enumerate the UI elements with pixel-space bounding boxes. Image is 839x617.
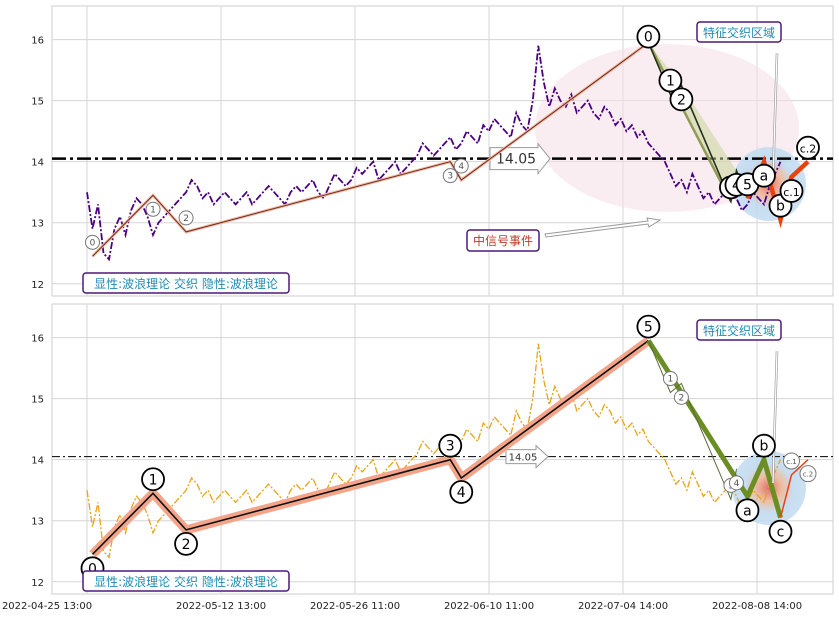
wave-label-large: 4	[457, 485, 466, 501]
wave-label-large-circle	[636, 314, 661, 339]
feature-zone-label-box	[696, 21, 782, 43]
wave-label-small: c.2	[803, 471, 814, 479]
wave-label-large-circle	[735, 498, 760, 523]
wave-label-large-circle	[438, 433, 463, 458]
reference-line-label: 14.05	[509, 453, 538, 464]
wave-label-large-circle	[669, 87, 694, 112]
reference-line-callout	[489, 142, 551, 176]
wave-label-large: 5	[743, 177, 752, 193]
wave-label-large: 5	[644, 320, 653, 336]
wave-label-large-circle	[796, 135, 820, 160]
wave-label-small-circle	[453, 158, 469, 174]
y-tick-label: 13	[31, 517, 44, 528]
signal-event-box	[466, 229, 540, 252]
y-tick-label: 16	[31, 36, 44, 47]
y-tick-label: 14	[31, 158, 44, 169]
wave-dominant-line	[91, 339, 649, 555]
wave-label-large: 2	[677, 92, 686, 108]
wave-label-small: 2	[183, 214, 189, 224]
x-tick-label: 2022-05-12 13:00	[176, 601, 266, 612]
wave-label-small: 0	[90, 238, 96, 248]
wave-label-large: c.1	[783, 186, 800, 199]
x-tick-label: 2022-05-26 11:00	[310, 601, 400, 612]
wave-label-small: 4	[734, 479, 740, 489]
wave-label-large: 1	[666, 74, 675, 90]
wave-label-large: 3	[446, 439, 455, 455]
wave-label-small: 1	[668, 375, 674, 385]
price-series-line	[86, 343, 782, 559]
wave-label-large-circle	[752, 163, 776, 188]
feature-zone-pointer-inner	[772, 52, 778, 180]
x-tick-label: 2022-06-10 11:00	[444, 601, 534, 612]
wave-label-large: a	[760, 169, 769, 185]
wave-label-large-circle	[752, 433, 776, 458]
feature-zone-pointer-inner	[772, 350, 778, 484]
wave-theory-legend-box	[82, 272, 290, 294]
wave-label-small-circle	[178, 210, 194, 226]
wave-label-large-circle	[141, 467, 165, 492]
reference-line-callout	[505, 444, 549, 469]
wave-label-large-circle	[636, 24, 661, 49]
wave-hidden-line	[92, 42, 649, 257]
wave-label-small: 1	[150, 205, 156, 215]
chart-panel-bottom: 121314151614.051234c.1c.2012345abc特征交织区域…	[2, 303, 834, 612]
price-series-line	[86, 45, 782, 262]
wave-label-small-circle	[662, 371, 678, 387]
y-tick-label: 14	[31, 456, 44, 467]
y-tick-label: 15	[31, 395, 44, 406]
feature-zone-label: 特征交织区域	[703, 25, 775, 40]
wave-label-small: 3	[447, 172, 453, 182]
wave-label-large: 2	[182, 537, 191, 553]
wave-label-large-circle	[449, 480, 474, 504]
wave-label-small-circle	[442, 168, 458, 184]
wave-correction-line	[646, 339, 783, 519]
wave-label-large: 0	[644, 30, 653, 46]
wave-label-small: c.1	[786, 458, 797, 466]
y-tick-label: 13	[31, 219, 44, 230]
wave-label-large: a	[743, 503, 752, 519]
wave-main-segment	[647, 42, 733, 202]
wave-label-small-circle	[728, 475, 744, 491]
wave-label-small-circle	[782, 452, 800, 470]
feature-zone-label-box	[696, 319, 782, 341]
wave-label-large: c.2	[800, 143, 817, 156]
wave-label-large: b	[776, 199, 785, 215]
wave-hidden-correction	[779, 459, 809, 518]
y-tick-label: 15	[31, 97, 44, 108]
wave-theory-legend-box	[82, 570, 290, 592]
wave-label-small-circle	[85, 234, 101, 250]
wave-label-small: 4	[458, 162, 464, 172]
y-tick-label: 16	[31, 334, 44, 345]
y-tick-label: 12	[31, 578, 44, 589]
wave-label-large-circle	[658, 68, 683, 93]
wave-label-large-circle	[174, 531, 198, 556]
wave-label-small-circle	[145, 201, 161, 217]
chart-panel-top: 121314151614.0501234012345abc.1c.2特征交织区域…	[31, 5, 834, 297]
wave-label-large: c	[777, 525, 785, 541]
signal-event-arrow	[544, 217, 662, 238]
wave-label-small: 2	[679, 393, 685, 403]
wave-label-small-circle	[799, 465, 817, 483]
y-tick-label: 12	[31, 280, 44, 291]
wave-label-large: b	[760, 439, 769, 455]
wave-theory-legend-text: 显性:波浪理论 交织 隐性:波浪理论	[94, 276, 278, 291]
wave-label-small-circle	[673, 389, 689, 405]
wave-label-large-circle	[779, 179, 804, 203]
wave-theory-legend-text: 显性:波浪理论 交织 隐性:波浪理论	[94, 574, 278, 589]
x-tick-label: 2022-07-04 14:00	[578, 601, 668, 612]
feature-zone-label: 特征交织区域	[703, 323, 775, 338]
wave-label-large: 1	[149, 472, 158, 488]
wave-label-large: 0	[88, 561, 97, 577]
x-tick-label: 2022-08-08 14:00	[712, 601, 802, 612]
wave-label-large-circle	[768, 519, 793, 544]
signal-event-label: 中信号事件	[473, 233, 533, 248]
x-tick-label: 2022-04-25 13:00	[2, 601, 92, 612]
reference-line-label: 14.05	[496, 152, 536, 168]
